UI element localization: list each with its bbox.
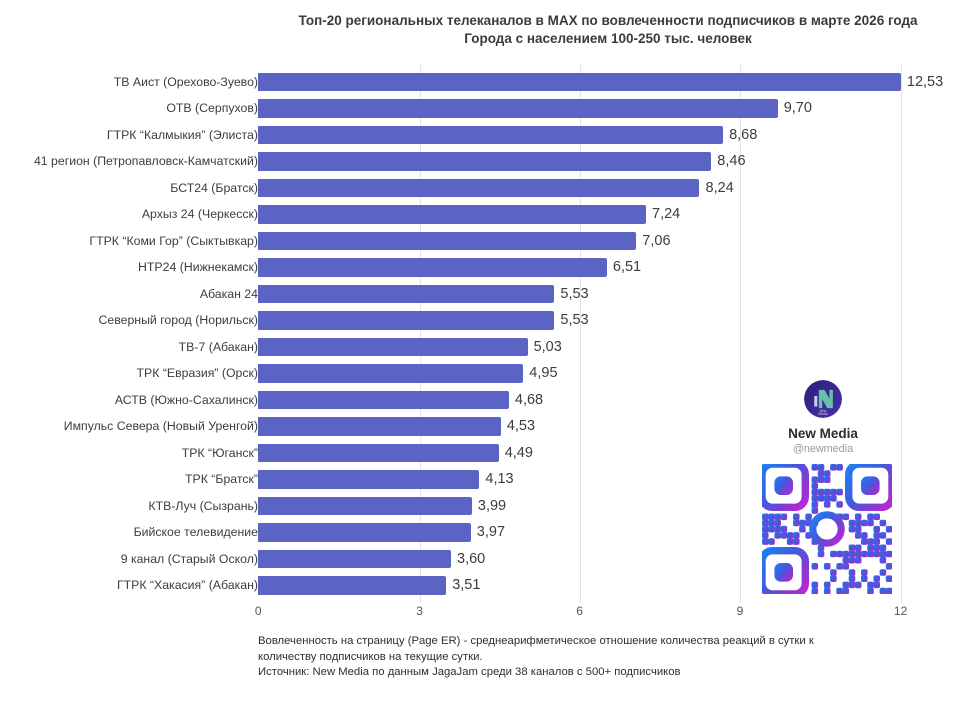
svg-text:Media: Media	[818, 412, 827, 416]
